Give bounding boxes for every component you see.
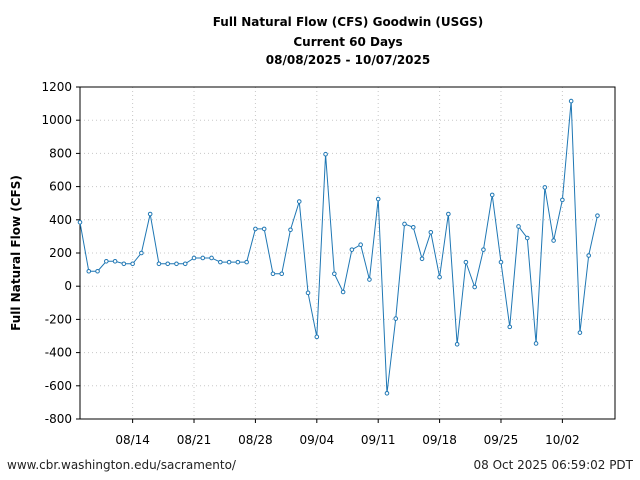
data-point bbox=[402, 221, 407, 227]
data-point bbox=[253, 226, 258, 232]
data-point bbox=[323, 151, 328, 157]
y-tick-label: -600 bbox=[45, 379, 72, 393]
data-point bbox=[367, 277, 372, 282]
data-point bbox=[410, 224, 416, 230]
data-point bbox=[393, 316, 399, 321]
data-point bbox=[481, 247, 486, 252]
x-tick-label: 10/02 bbox=[545, 433, 580, 447]
y-tick-label: -800 bbox=[45, 412, 72, 426]
x-tick-label: 08/21 bbox=[177, 433, 212, 447]
data-point bbox=[498, 259, 504, 265]
y-tick-label: 1200 bbox=[41, 80, 72, 94]
data-point bbox=[568, 98, 574, 104]
data-point bbox=[305, 290, 311, 296]
chart-subtitle: Current 60 Days bbox=[293, 35, 403, 49]
data-point bbox=[577, 330, 583, 335]
data-point bbox=[560, 197, 565, 203]
data-point bbox=[340, 289, 346, 295]
series-line bbox=[79, 101, 598, 394]
data-point bbox=[428, 229, 434, 235]
data-point bbox=[595, 213, 600, 218]
x-tick-label: 09/25 bbox=[484, 433, 519, 447]
data-point bbox=[551, 238, 556, 243]
x-tick-label: 09/11 bbox=[361, 433, 396, 447]
data-point bbox=[226, 259, 232, 265]
data-point bbox=[218, 259, 223, 265]
data-point bbox=[174, 261, 179, 267]
data-point bbox=[446, 211, 451, 217]
data-point bbox=[542, 185, 548, 190]
data-point bbox=[104, 259, 109, 264]
y-tick-label: -200 bbox=[45, 312, 72, 326]
data-point bbox=[200, 255, 206, 261]
x-tick-label: 09/04 bbox=[300, 433, 335, 447]
data-point bbox=[296, 199, 302, 204]
x-tick-label: 08/28 bbox=[238, 433, 273, 447]
data-point bbox=[516, 224, 521, 229]
data-point bbox=[209, 255, 214, 261]
data-point bbox=[358, 242, 363, 247]
data-point bbox=[314, 334, 320, 340]
y-tick-label: -400 bbox=[45, 346, 72, 360]
x-tick-label: 08/14 bbox=[115, 433, 150, 447]
data-point bbox=[244, 259, 249, 265]
data-point bbox=[261, 226, 267, 232]
y-tick-label: 1000 bbox=[41, 113, 72, 127]
grid bbox=[80, 86, 615, 420]
data-point bbox=[147, 211, 153, 217]
data-point bbox=[507, 324, 513, 330]
data-point bbox=[77, 219, 83, 225]
data-point bbox=[112, 259, 118, 264]
data-point bbox=[463, 259, 469, 265]
data-point bbox=[130, 261, 135, 267]
data-point bbox=[419, 256, 425, 262]
source-url[interactable]: www.cbr.washington.edu/sacramento/ bbox=[7, 458, 236, 472]
data-point bbox=[279, 271, 285, 277]
data-point bbox=[437, 274, 442, 280]
y-tick-label: 0 bbox=[64, 279, 72, 293]
data-point bbox=[235, 259, 241, 265]
data-point bbox=[288, 227, 293, 233]
data-point bbox=[182, 261, 188, 267]
data-point bbox=[121, 261, 127, 267]
data-point bbox=[156, 261, 162, 267]
y-tick-label: 800 bbox=[49, 146, 72, 160]
data-point bbox=[270, 271, 276, 277]
data-point bbox=[349, 247, 355, 252]
data-point bbox=[489, 192, 495, 198]
y-axis-title: Full Natural Flow (CFS) bbox=[9, 175, 23, 331]
y-tick-label: 600 bbox=[49, 180, 72, 194]
timestamp: 08 Oct 2025 06:59:02 PDT bbox=[473, 458, 633, 472]
data-point bbox=[191, 255, 197, 261]
data-point bbox=[139, 250, 144, 256]
chart-date-range: 08/08/2025 - 10/07/2025 bbox=[265, 53, 431, 67]
data-point bbox=[454, 342, 460, 347]
x-tick-label: 09/18 bbox=[422, 433, 457, 447]
data-point bbox=[375, 196, 381, 202]
data-point bbox=[472, 284, 477, 290]
data-point bbox=[533, 341, 539, 346]
data-point bbox=[384, 390, 390, 396]
data-point bbox=[586, 253, 591, 258]
y-tick-label: 400 bbox=[49, 213, 72, 227]
y-tick-label: 200 bbox=[49, 246, 72, 260]
data-point bbox=[524, 235, 530, 241]
data-point bbox=[95, 268, 100, 274]
data-point bbox=[332, 271, 337, 277]
data-point bbox=[86, 268, 92, 274]
chart-title: Full Natural Flow (CFS) Goodwin (USGS) bbox=[212, 15, 484, 29]
data-point bbox=[165, 261, 171, 267]
